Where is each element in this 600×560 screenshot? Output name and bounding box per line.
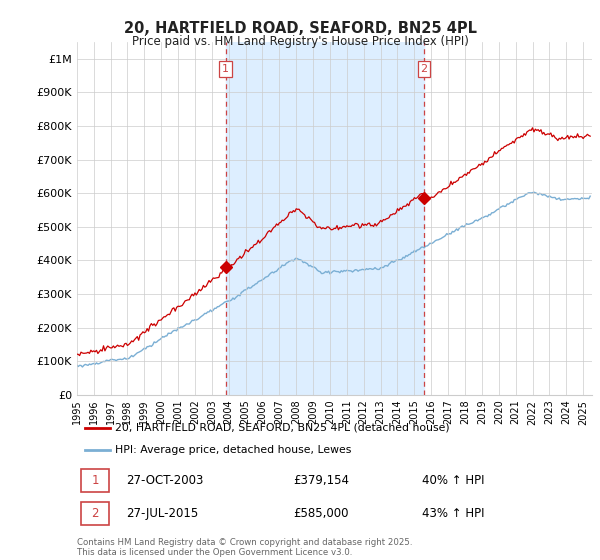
Text: 27-OCT-2003: 27-OCT-2003 xyxy=(126,474,203,487)
Text: 2: 2 xyxy=(421,64,428,74)
Text: HPI: Average price, detached house, Lewes: HPI: Average price, detached house, Lewe… xyxy=(115,445,352,455)
Text: 20, HARTFIELD ROAD, SEAFORD, BN25 4PL (detached house): 20, HARTFIELD ROAD, SEAFORD, BN25 4PL (d… xyxy=(115,423,450,433)
Text: Contains HM Land Registry data © Crown copyright and database right 2025.
This d: Contains HM Land Registry data © Crown c… xyxy=(77,538,412,557)
Text: 1: 1 xyxy=(222,64,229,74)
Text: £379,154: £379,154 xyxy=(293,474,349,487)
Text: 20, HARTFIELD ROAD, SEAFORD, BN25 4PL: 20, HARTFIELD ROAD, SEAFORD, BN25 4PL xyxy=(124,21,476,36)
FancyBboxPatch shape xyxy=(81,469,109,492)
Text: 1: 1 xyxy=(91,474,99,487)
Bar xyxy=(226,42,424,395)
Text: 43% ↑ HPI: 43% ↑ HPI xyxy=(422,507,484,520)
Text: 27-JUL-2015: 27-JUL-2015 xyxy=(126,507,198,520)
Text: 2: 2 xyxy=(91,507,99,520)
Text: 40% ↑ HPI: 40% ↑ HPI xyxy=(422,474,484,487)
Text: Price paid vs. HM Land Registry's House Price Index (HPI): Price paid vs. HM Land Registry's House … xyxy=(131,35,469,48)
FancyBboxPatch shape xyxy=(81,502,109,525)
Text: £585,000: £585,000 xyxy=(293,507,349,520)
